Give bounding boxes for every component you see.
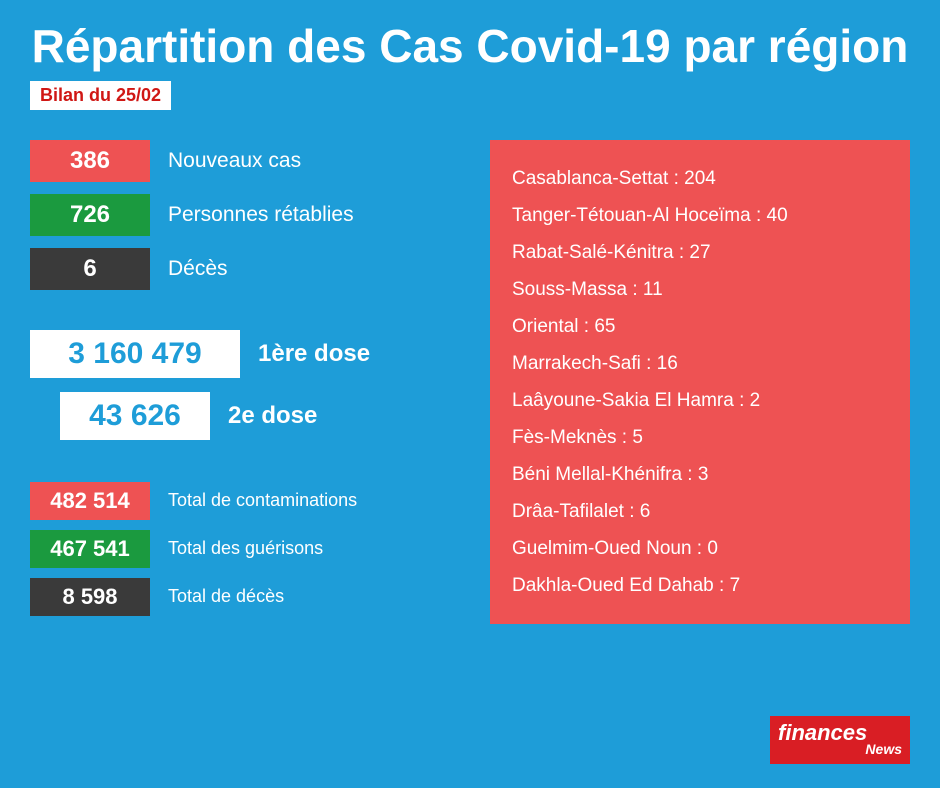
stat-row: 726 Personnes rétablies [30, 194, 460, 236]
source-logo: finances News [770, 716, 910, 764]
stat-row: 386 Nouveaux cas [30, 140, 460, 182]
region-line: Rabat-Salé-Kénitra : 27 [512, 234, 888, 271]
total-value-box: 8 598 [30, 578, 150, 616]
stat-label: Décès [168, 257, 228, 281]
total-label: Total des guérisons [168, 538, 323, 559]
left-column: 386 Nouveaux cas 726 Personnes rétablies 6 Dé… [30, 140, 460, 626]
region-line: Béni Mellal-Khénifra : 3 [512, 456, 888, 493]
content-columns: 386 Nouveaux cas 726 Personnes rétablies 6 Dé… [30, 140, 910, 626]
dose-label: 1ère dose [258, 340, 370, 368]
stat-value-box: 726 [30, 194, 150, 236]
total-value-box: 482 514 [30, 482, 150, 520]
daily-stats: 386 Nouveaux cas 726 Personnes rétablies 6 Dé… [30, 140, 460, 302]
region-line: Marrakech-Safi : 16 [512, 345, 888, 382]
vaccine-doses: 3 160 479 1ère dose 43 626 2e dose [30, 330, 460, 454]
dose-row: 43 626 2e dose [30, 392, 460, 440]
dose-value-box: 43 626 [60, 392, 210, 440]
logo-sub-text: News [778, 741, 902, 757]
stat-row: 6 Décès [30, 248, 460, 290]
total-row: 8 598 Total de décès [30, 578, 460, 616]
page-title: Répartition des Cas Covid-19 par région [30, 20, 910, 73]
region-line: Casablanca-Settat : 204 [512, 160, 888, 197]
dose-label: 2e dose [228, 402, 317, 430]
right-column: Casablanca-Settat : 204Tanger-Tétouan-Al… [490, 140, 910, 626]
region-line: Drâa-Tafilalet : 6 [512, 493, 888, 530]
region-line: Souss-Massa : 11 [512, 271, 888, 308]
total-value-box: 467 541 [30, 530, 150, 568]
region-line: Fès-Meknès : 5 [512, 419, 888, 456]
infographic-container: Répartition des Cas Covid-19 par région … [0, 0, 940, 788]
total-row: 467 541 Total des guérisons [30, 530, 460, 568]
cumulative-totals: 482 514 Total de contaminations 467 541 Tot… [30, 482, 460, 626]
dose-value-box: 3 160 479 [30, 330, 240, 378]
region-line: Oriental : 65 [512, 308, 888, 345]
total-label: Total de décès [168, 586, 284, 607]
region-line: Guelmim-Oued Noun : 0 [512, 530, 888, 567]
total-row: 482 514 Total de contaminations [30, 482, 460, 520]
stat-label: Personnes rétablies [168, 203, 354, 227]
date-badge: Bilan du 25/02 [30, 81, 171, 110]
total-label: Total de contaminations [168, 490, 357, 511]
region-line: Laâyoune-Sakia El Hamra : 2 [512, 382, 888, 419]
region-line: Dakhla-Oued Ed Dahab : 7 [512, 567, 888, 604]
regions-panel: Casablanca-Settat : 204Tanger-Tétouan-Al… [490, 140, 910, 625]
dose-row: 3 160 479 1ère dose [30, 330, 460, 378]
stat-label: Nouveaux cas [168, 149, 301, 173]
stat-value-box: 6 [30, 248, 150, 290]
stat-value-box: 386 [30, 140, 150, 182]
region-line: Tanger-Tétouan-Al Hoceïma : 40 [512, 197, 888, 234]
